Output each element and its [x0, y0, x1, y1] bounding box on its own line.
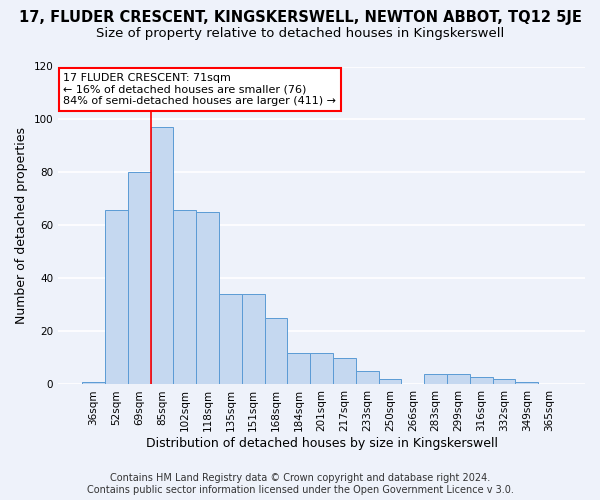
Bar — [447, 374, 470, 384]
Bar — [470, 376, 493, 384]
Text: 17, FLUDER CRESCENT, KINGSKERSWELL, NEWTON ABBOT, TQ12 5JE: 17, FLUDER CRESCENT, KINGSKERSWELL, NEWT… — [19, 10, 581, 25]
Bar — [379, 379, 401, 384]
Bar — [515, 382, 538, 384]
Bar — [242, 294, 265, 384]
Bar — [151, 128, 173, 384]
Text: Size of property relative to detached houses in Kingskerswell: Size of property relative to detached ho… — [96, 28, 504, 40]
Bar — [173, 210, 196, 384]
Text: 17 FLUDER CRESCENT: 71sqm
← 16% of detached houses are smaller (76)
84% of semi-: 17 FLUDER CRESCENT: 71sqm ← 16% of detac… — [64, 73, 337, 106]
Bar — [82, 382, 105, 384]
Bar — [128, 172, 151, 384]
Bar — [219, 294, 242, 384]
Bar — [105, 210, 128, 384]
Bar — [196, 212, 219, 384]
Bar — [356, 371, 379, 384]
Bar — [424, 374, 447, 384]
Bar — [310, 352, 333, 384]
Y-axis label: Number of detached properties: Number of detached properties — [15, 127, 28, 324]
Bar — [333, 358, 356, 384]
Text: Contains HM Land Registry data © Crown copyright and database right 2024.
Contai: Contains HM Land Registry data © Crown c… — [86, 474, 514, 495]
Bar — [493, 379, 515, 384]
X-axis label: Distribution of detached houses by size in Kingskerswell: Distribution of detached houses by size … — [146, 437, 497, 450]
Bar — [287, 352, 310, 384]
Bar — [265, 318, 287, 384]
